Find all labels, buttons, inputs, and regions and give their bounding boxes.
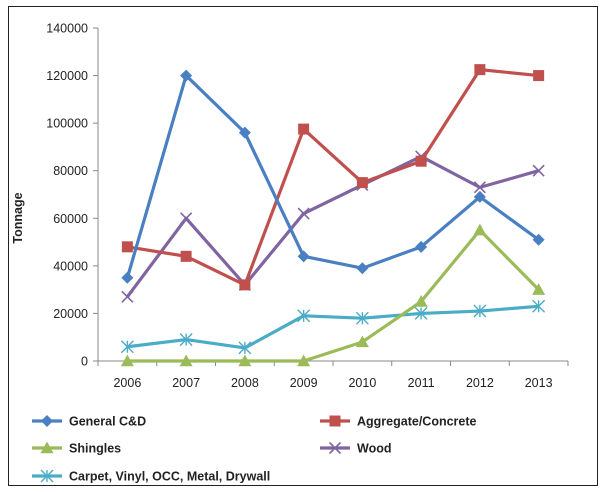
data-point	[121, 290, 134, 303]
y-tick-label: 80000	[53, 164, 88, 178]
data-point	[473, 304, 487, 318]
x-tick-label: 2009	[290, 376, 318, 390]
data-point	[238, 341, 252, 355]
data-point	[120, 340, 134, 354]
legend-item: Carpet, Vinyl, OCC, Metal, Drywall	[32, 470, 270, 484]
data-point	[239, 279, 251, 291]
data-point	[179, 354, 193, 367]
data-point	[297, 354, 311, 367]
legend-item: Wood	[320, 442, 391, 456]
chart-frame	[8, 6, 598, 486]
x-tick-label: 2008	[231, 376, 259, 390]
x-tick-label: 2007	[172, 376, 200, 390]
data-point	[355, 335, 369, 348]
series-shingles	[120, 223, 546, 367]
series-carpet-vinyl-occ-metal-drywall	[120, 299, 546, 355]
data-point	[356, 177, 368, 189]
data-point	[414, 295, 428, 307]
data-point	[180, 250, 192, 262]
data-point	[121, 241, 133, 253]
y-tick-label: 140000	[46, 22, 88, 36]
series-general-c-d	[121, 69, 545, 284]
legend-marker	[41, 415, 53, 427]
y-tick-label: 60000	[53, 212, 88, 226]
data-point	[298, 123, 310, 135]
data-point	[297, 309, 311, 323]
series-aggregate-concrete	[121, 64, 545, 291]
x-tick-label: 2011	[408, 376, 435, 390]
data-point	[473, 181, 486, 194]
legend-item: Shingles	[32, 441, 121, 456]
data-point	[121, 271, 134, 284]
y-tick-label: 20000	[53, 307, 88, 321]
data-point	[533, 70, 545, 82]
y-tick-label: 100000	[46, 117, 88, 131]
data-point	[180, 212, 193, 225]
series-line	[127, 228, 540, 363]
data-point	[238, 126, 251, 139]
data-point	[532, 299, 546, 313]
x-tick-label: 2013	[525, 376, 553, 390]
data-point	[120, 354, 134, 367]
data-point	[238, 354, 252, 367]
data-point	[180, 69, 193, 82]
y-tick-label: 40000	[53, 259, 88, 273]
data-point	[532, 283, 546, 295]
data-point	[474, 64, 486, 76]
data-point	[179, 333, 193, 347]
series-line	[125, 73, 540, 279]
series-line	[127, 68, 539, 287]
legend-label: Wood	[357, 442, 391, 456]
legend-marker	[328, 441, 342, 455]
legend-marker	[329, 415, 341, 427]
x-tick-label: 2012	[466, 376, 494, 390]
legend-label: Aggregate/Concrete	[357, 415, 477, 429]
data-point	[532, 233, 545, 246]
y-tick-label: 120000	[46, 69, 88, 83]
series-line	[126, 154, 540, 298]
series-line	[127, 304, 539, 350]
legend-label: General C&D	[69, 415, 146, 429]
legend-item: General C&D	[32, 415, 146, 429]
legend-marker	[40, 469, 54, 483]
data-point	[473, 190, 486, 203]
x-tick-label: 2006	[113, 376, 141, 390]
legend-label: Shingles	[69, 442, 121, 456]
data-point	[473, 223, 487, 236]
data-point	[297, 207, 310, 220]
data-point	[355, 311, 369, 325]
y-tick-label: 0	[81, 355, 88, 369]
data-point	[415, 155, 427, 167]
tick-labels: 0 20000 40000 60000 80000 100000 120000 140000 2…	[46, 22, 552, 391]
legend-item: Aggregate/Concrete	[320, 415, 477, 429]
data-point	[414, 306, 428, 320]
series-group	[120, 64, 546, 367]
data-point	[297, 250, 310, 263]
data-point	[532, 164, 545, 177]
legend: General C&D Aggregate/Concrete Shingles Woo…	[32, 415, 477, 484]
legend-marker	[40, 441, 54, 454]
x-tick-label: 2010	[348, 376, 376, 390]
legend-label: Carpet, Vinyl, OCC, Metal, Drywall	[69, 470, 270, 484]
y-axis-label: Tonnage	[11, 192, 25, 243]
data-point	[415, 240, 428, 253]
data-point	[356, 262, 369, 275]
